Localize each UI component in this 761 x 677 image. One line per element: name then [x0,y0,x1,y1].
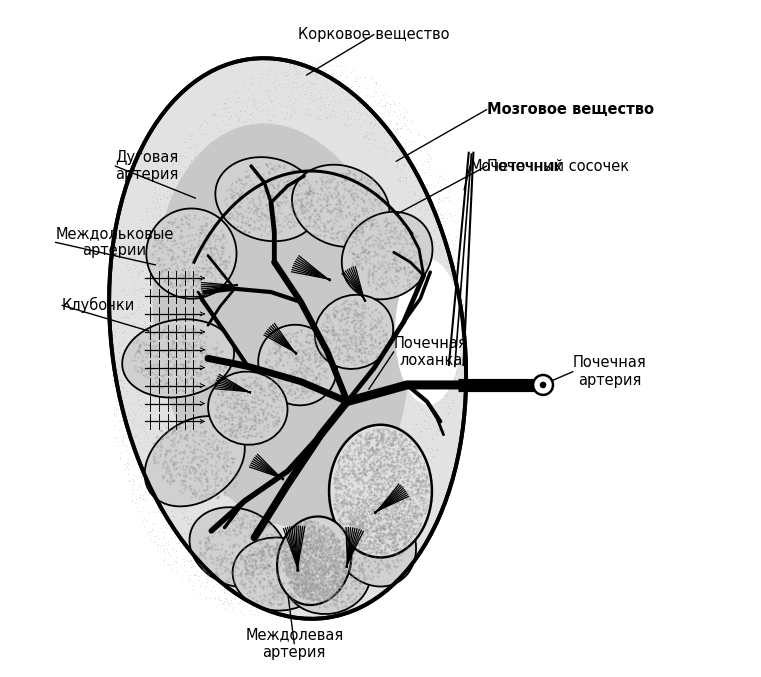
Circle shape [540,382,546,388]
Text: Междолевая
артерия: Междолевая артерия [245,628,343,660]
Ellipse shape [277,517,352,605]
Text: Клубочки: Клубочки [62,297,135,313]
Ellipse shape [315,294,393,369]
Ellipse shape [258,325,337,406]
Ellipse shape [329,424,432,557]
Text: Междольковые
артерии: Междольковые артерии [56,226,174,259]
Text: Корковое вещество: Корковое вещество [298,27,450,42]
Ellipse shape [123,320,234,397]
Ellipse shape [146,209,237,299]
Text: Почечная
лоханка: Почечная лоханка [393,336,467,368]
Ellipse shape [215,157,320,241]
Text: Дуговая
артерия: Дуговая артерия [115,150,179,182]
Ellipse shape [189,507,286,588]
Ellipse shape [109,58,466,619]
Text: Мочеточник: Мочеточник [470,158,563,173]
Ellipse shape [332,495,416,586]
Ellipse shape [342,212,432,299]
Text: Почечная
артерия: Почечная артерия [573,355,647,388]
Ellipse shape [145,416,245,506]
Circle shape [533,375,553,395]
Text: Мозговое вещество: Мозговое вещество [486,102,654,117]
Ellipse shape [292,165,390,247]
Ellipse shape [152,123,409,527]
Ellipse shape [233,538,323,611]
Ellipse shape [208,372,288,445]
Ellipse shape [395,259,461,405]
Ellipse shape [285,541,371,614]
Text: Почечный сосочек: Почечный сосочек [486,158,629,173]
